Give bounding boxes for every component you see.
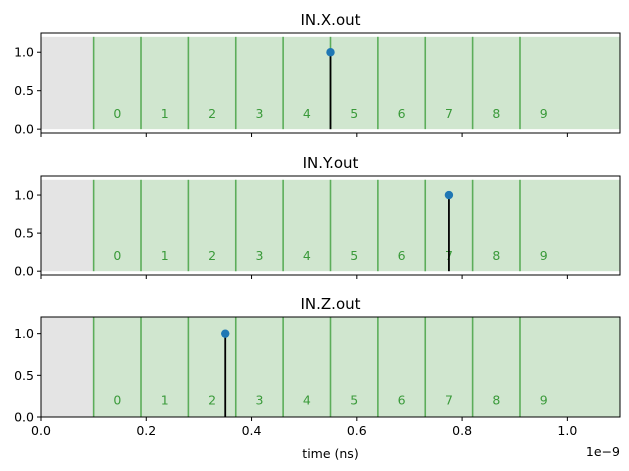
bin-label: 3 (255, 106, 263, 121)
y-tick-label: 0.0 (14, 410, 34, 425)
bin-label: 0 (113, 392, 121, 407)
bin-label: 9 (540, 248, 548, 263)
bin-label: 8 (492, 248, 500, 263)
axes-frame (40, 175, 621, 276)
y-tick-label: 0.5 (14, 83, 34, 98)
x-tick-label: 0.4 (242, 423, 262, 438)
subplot-title: IN.X.out (300, 11, 360, 29)
bin-label: 2 (208, 248, 216, 263)
bin-label: 8 (492, 106, 500, 121)
bin-label: 2 (208, 392, 216, 407)
bin-label: 7 (445, 392, 453, 407)
x-tick-label: 1.0 (557, 423, 577, 438)
bin-label: 5 (350, 392, 358, 407)
bin-label: 8 (492, 392, 500, 407)
bin-label: 9 (540, 106, 548, 121)
subplot-2: 0 1 2 3 4 5 6 7 8 9 0.0 0.5 1.0 0.0 0.2 0.4 0.6 0.8 1.0 IN.… (14, 295, 621, 461)
y-tick-label: 1.0 (14, 326, 34, 341)
bin-label: 3 (255, 248, 263, 263)
bin-fill (93, 36, 621, 130)
bin-label: 6 (398, 392, 406, 407)
bin-label: 9 (540, 392, 548, 407)
bin-label: 4 (303, 248, 311, 263)
x-tick-label: 0.2 (136, 423, 156, 438)
x-tick-label: 0.6 (347, 423, 367, 438)
bin-label: 7 (445, 106, 453, 121)
subplot-title: IN.Y.out (303, 154, 359, 172)
bin-fill (93, 179, 621, 272)
shaded-region (41, 317, 94, 417)
stem-marker (326, 48, 335, 57)
bin-label: 6 (398, 248, 406, 263)
bin-label: 1 (161, 392, 169, 407)
bin-label: 5 (350, 106, 358, 121)
x-tick-label: 0.8 (452, 423, 472, 438)
bin-label: 5 (350, 248, 358, 263)
bin-label: 3 (255, 392, 263, 407)
bin-label: 4 (303, 106, 311, 121)
x-axis-label: time (ns) (302, 446, 358, 461)
bin-label: 0 (113, 248, 121, 263)
subplot-0: 0 1 2 3 4 5 6 7 8 9 0.0 0.5 1.0 IN.X.out (14, 11, 621, 137)
axes-frame (40, 32, 621, 134)
y-tick-label: 0.5 (14, 226, 34, 241)
x-offset-text: 1e−9 (586, 444, 620, 459)
bin-label: 4 (303, 392, 311, 407)
x-tick-label: 0.0 (31, 423, 51, 438)
bin-label: 6 (398, 106, 406, 121)
bin-label: 2 (208, 106, 216, 121)
stem-marker (221, 329, 230, 338)
y-tick-label: 0.0 (14, 122, 34, 137)
axes-frame (40, 316, 621, 418)
stem-marker (444, 190, 454, 200)
y-tick-label: 1.0 (14, 45, 34, 60)
bin-label: 1 (161, 248, 169, 263)
shaded-region (41, 36, 94, 130)
bin-fill (93, 317, 621, 417)
y-tick-label: 0.5 (14, 368, 34, 383)
shaded-region (41, 179, 94, 272)
y-tick-label: 0.0 (14, 264, 34, 279)
y-tick-label: 1.0 (14, 188, 34, 203)
bin-label: 1 (161, 106, 169, 121)
subplot-title: IN.Z.out (300, 295, 360, 313)
bin-label: 0 (113, 106, 121, 121)
